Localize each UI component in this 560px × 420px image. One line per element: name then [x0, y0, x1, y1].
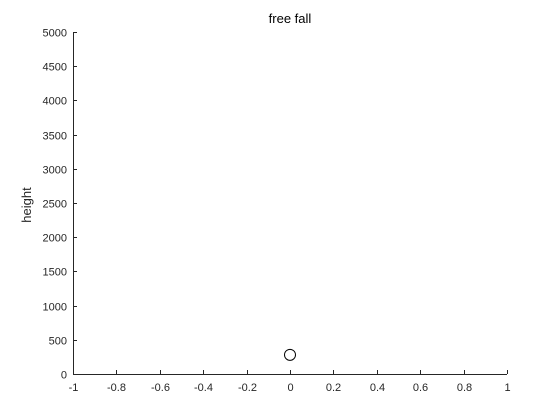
y-tick-label: 1000: [43, 302, 67, 314]
chart-title: free fall: [269, 11, 312, 26]
x-tick-label: -0.6: [151, 382, 170, 394]
x-tick-label: 0.8: [457, 382, 472, 394]
x-tick-label: 0.4: [370, 382, 385, 394]
y-tick-label: 3000: [43, 165, 67, 177]
y-tick-label: 500: [49, 336, 67, 348]
x-tick-label: 0.6: [413, 382, 428, 394]
axes: [73, 32, 507, 375]
x-tick-label: -1: [69, 382, 79, 394]
data-point: [284, 348, 296, 361]
x-tick-label: -0.4: [194, 382, 213, 394]
ticks: -1 -0.8 -0.6 -0.4 -0.2 0 0.2 0.4 0.6 0.8 1 0 500 1000…: [43, 28, 511, 395]
data-marks: [284, 348, 296, 361]
y-tick-label: 4500: [43, 62, 67, 74]
y-axis-label: height: [19, 187, 34, 223]
x-tick-label: 0: [287, 382, 293, 394]
y-tick-label: 3500: [43, 131, 67, 143]
y-tick-label: 1500: [43, 267, 67, 279]
x-tick-label: -0.2: [238, 382, 257, 394]
x-tick-label: -0.8: [107, 382, 126, 394]
y-tick-label: 4000: [43, 96, 67, 108]
y-tick-label: 0: [61, 370, 67, 382]
x-tick-label: 1: [504, 382, 510, 394]
y-tick-label: 5000: [43, 28, 67, 40]
y-tick-label: 2000: [43, 233, 67, 245]
y-tick-label: 2500: [43, 199, 67, 211]
x-tick-label: 0.2: [326, 382, 341, 394]
